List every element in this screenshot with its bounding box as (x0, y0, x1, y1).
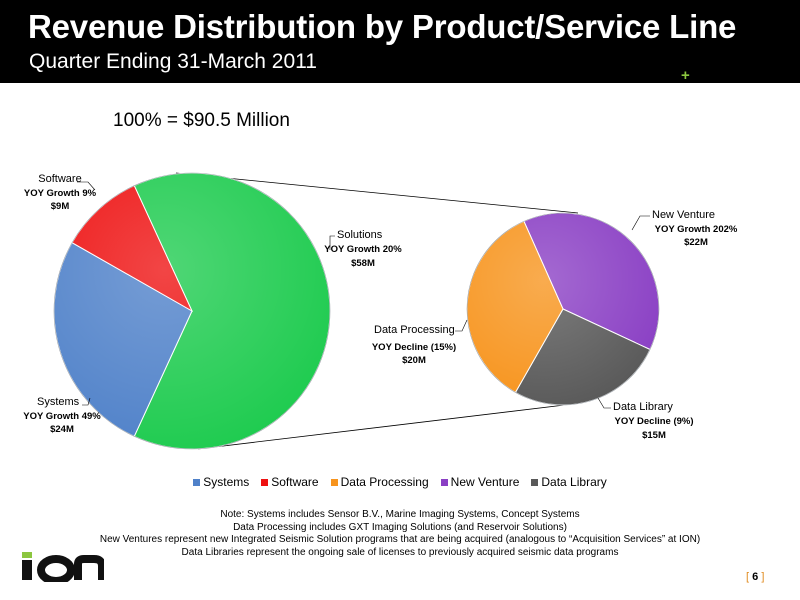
legend-swatch-new-venture (440, 479, 448, 487)
legend-label-systems: Systems (203, 475, 250, 489)
data-label-software-name: Software (38, 173, 81, 185)
data-label-data-library-yoy: YOY Decline (9%) (614, 416, 693, 427)
legend-swatch-software (261, 479, 269, 487)
legend-label-data-processing: Data Processing (340, 475, 429, 489)
data-label-solutions-yoy: YOY Growth 20% (324, 244, 402, 255)
leader-line-data-processing (455, 319, 468, 332)
plus-icon: + (681, 67, 690, 84)
data-label-new-venture-yoy: YOY Growth 202% (655, 224, 738, 235)
bracket-open: [ (746, 571, 750, 583)
chart-legend: Systems Software Data Processing New Ventur… (0, 475, 800, 489)
data-label-systems-name: Systems (37, 396, 80, 408)
leader-line-systems (82, 397, 91, 406)
data-label-data-library-name: Data Library (613, 401, 673, 413)
data-label-systems-amount: $24M (50, 424, 74, 435)
footnote-line: Note: Systems includes Sensor B.V., Mari… (220, 509, 580, 520)
connector-line-bottom (197, 403, 574, 450)
legend-item-software: Software (261, 475, 319, 489)
bracket-close: ] (761, 571, 765, 583)
leader-line-software (77, 181, 96, 191)
slide-title: Revenue Distribution by Product/Service … (28, 8, 737, 45)
data-label-software-yoy: YOY Growth 9% (24, 188, 97, 199)
data-label-systems-yoy: YOY Growth 49% (23, 411, 101, 422)
legend-item-systems: Systems (193, 475, 249, 489)
legend-label-data-library: Data Library (541, 475, 607, 489)
data-label-data-library-amount: $15M (642, 430, 666, 441)
data-label-new-venture-name: New Venture (652, 209, 715, 221)
page-number-value: 6 (752, 571, 759, 583)
header-bar: Revenue Distribution by Product/Service … (0, 0, 800, 84)
leader-line-data-library (597, 397, 611, 409)
footnote-line: Data Libraries represent the ongoing sal… (181, 546, 619, 558)
data-label-software-amount: $9M (51, 201, 70, 212)
secondary-pie-highlight (466, 212, 660, 406)
footnote-line: New Ventures represent new Integrated Se… (99, 534, 701, 545)
legend-item-data-library: Data Library (531, 475, 607, 489)
data-label-data-processing-yoy: YOY Decline (15%) (372, 342, 456, 353)
leader-line-solutions (329, 235, 335, 250)
data-label-data-processing-name: Data Processing (374, 324, 455, 336)
page-number: [ 6 ] (746, 571, 764, 583)
legend-item-new-venture: New Venture (440, 475, 520, 489)
footnotes: Note: Systems includes Sensor B.V., Mari… (0, 509, 800, 559)
total-label: 100% = $90.5 Million (113, 110, 290, 131)
leader-line-new-venture (631, 215, 650, 231)
data-label-solutions-amount: $58M (351, 258, 375, 269)
ion-logo (22, 552, 106, 587)
slide-subtitle: Quarter Ending 31-March 2011 (29, 50, 317, 73)
connector-line-top (175, 172, 579, 214)
data-label-solutions-name: Solutions (337, 229, 383, 241)
main-pie-highlight (53, 172, 331, 450)
data-label-data-processing-amount: $20M (402, 355, 426, 366)
legend-swatch-systems (193, 479, 201, 487)
legend-swatch-data-library (531, 479, 539, 487)
footnote-line: Data Processing includes GXT Imaging Sol… (233, 521, 567, 533)
legend-item-data-processing: Data Processing (330, 475, 429, 489)
legend-swatch-data-processing (330, 479, 338, 487)
legend-label-software: Software (271, 475, 319, 489)
data-label-new-venture-amount: $22M (684, 237, 708, 248)
legend-label-new-venture: New Venture (450, 475, 520, 489)
pie-of-pie-chart: Solutions YOY Growth 20% $58M Systems YOY Gr… (23, 172, 738, 450)
